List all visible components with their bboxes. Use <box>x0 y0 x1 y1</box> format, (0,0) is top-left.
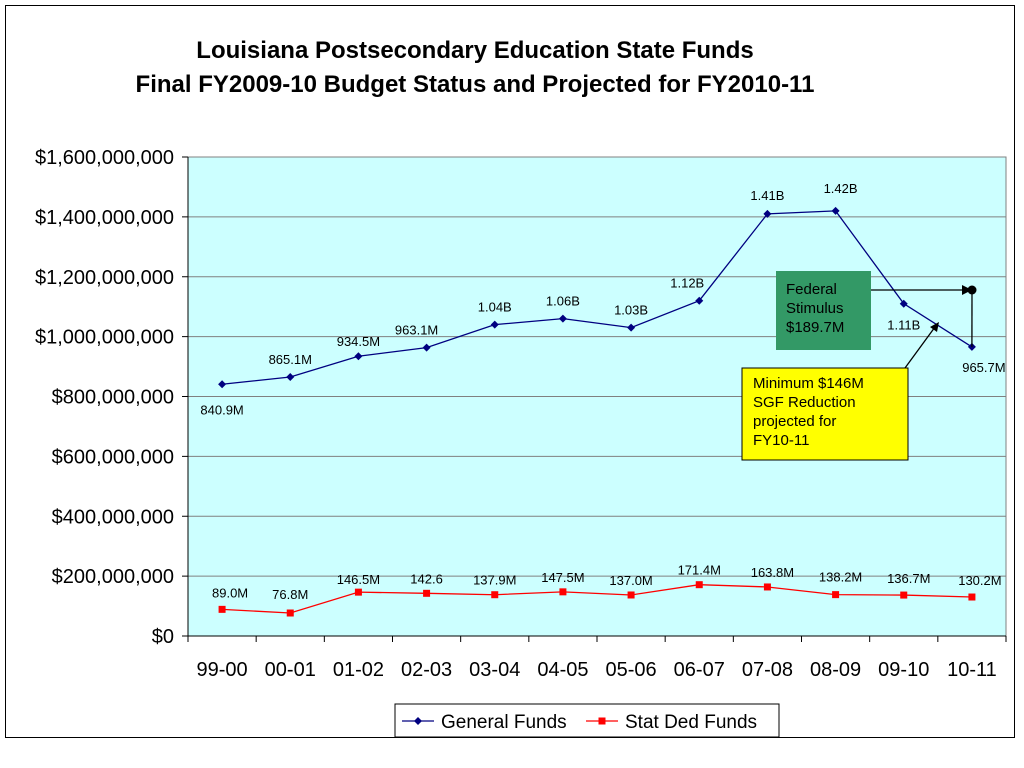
data-label: 142.6 <box>410 571 443 586</box>
data-point <box>695 296 704 305</box>
data-label: 163.8M <box>751 565 794 580</box>
data-label: 136.7M <box>887 571 930 586</box>
y-tick-label: $0 <box>152 626 174 648</box>
data-point <box>558 314 567 323</box>
x-tick-label: 01-02 <box>333 659 384 681</box>
callout-text: projected for <box>753 413 836 430</box>
data-label: 1.41B <box>750 188 784 203</box>
x-tick-label: 03-04 <box>469 659 520 681</box>
data-point <box>627 323 636 332</box>
data-label: 865.1M <box>269 352 312 367</box>
data-point <box>559 588 567 596</box>
x-tick-label: 08-09 <box>810 659 861 681</box>
legend-marker <box>414 717 422 725</box>
data-point <box>490 320 499 329</box>
data-point <box>354 352 363 361</box>
data-label: 137.9M <box>473 573 516 588</box>
y-tick-label: $200,000,000 <box>52 566 174 588</box>
data-label: 840.9M <box>200 402 243 417</box>
x-tick-label: 09-10 <box>878 659 929 681</box>
data-point <box>763 583 771 591</box>
chart-subtitle: Final FY2009-10 Budget Status and Projec… <box>136 71 815 98</box>
series-line-0 <box>222 210 973 385</box>
legend-marker <box>598 717 606 725</box>
reduction-arrow <box>904 326 936 369</box>
data-point <box>423 589 431 597</box>
data-point <box>832 591 840 599</box>
data-label: 1.42B <box>824 181 858 196</box>
data-point <box>354 588 362 596</box>
data-label: 1.03B <box>614 303 648 318</box>
data-label: 1.12B <box>670 276 704 291</box>
series-lines <box>218 206 976 617</box>
callout-text: $189.7M <box>786 319 844 336</box>
data-point <box>286 609 294 617</box>
y-tick-label: $1,000,000,000 <box>35 327 174 349</box>
axes: $0 $200,000,000 $400,000,000 $600,000,000 $8… <box>35 147 1007 681</box>
chart-title: Louisiana Postsecondary Education State … <box>196 37 753 64</box>
data-label: 130.2M <box>958 573 1001 588</box>
x-tick-label: 06-07 <box>674 659 725 681</box>
y-tick-label: $1,400,000,000 <box>35 207 174 229</box>
callout-text: SGF Reduction <box>753 394 856 411</box>
data-labels: 840.9M 865.1M 934.5M 963.1M 1.04B 1.06B 1.03B 1… <box>200 181 1005 602</box>
annotations: Federal Stimulus $189.7M Minimum $146M SGF R… <box>741 271 977 461</box>
arrow-head <box>962 285 972 295</box>
data-point <box>491 591 499 599</box>
data-point <box>899 299 908 308</box>
data-label: 138.2M <box>819 570 862 585</box>
y-tick-label: $1,600,000,000 <box>35 147 174 169</box>
arrow-head <box>930 322 939 332</box>
y-tick-label: $600,000,000 <box>52 446 174 468</box>
callout-text: Stimulus <box>786 300 844 317</box>
callout-text: FY10-11 <box>753 432 809 449</box>
series-line-1 <box>222 584 972 614</box>
x-tick-label: 04-05 <box>537 659 588 681</box>
data-point <box>831 206 840 215</box>
data-point <box>968 593 976 601</box>
data-label: 1.04B <box>478 300 512 315</box>
data-label: 89.0M <box>212 585 248 600</box>
x-tick-label: 00-01 <box>265 659 316 681</box>
data-point <box>627 591 635 599</box>
legend-label: General Funds <box>441 712 567 733</box>
data-point <box>286 373 295 382</box>
data-label: 147.5M <box>541 570 584 585</box>
data-point <box>218 380 227 389</box>
data-label: 1.11B <box>887 318 920 333</box>
data-point <box>763 209 772 218</box>
x-tick-label: 10-11 <box>947 659 997 681</box>
data-label: 934.5M <box>337 334 380 349</box>
data-point <box>695 581 703 589</box>
legend: General Funds Stat Ded Funds <box>394 703 780 738</box>
callout-box <box>741 367 909 461</box>
callout-box <box>776 271 871 350</box>
sgf-reduction-callout: Minimum $146M SGF Reduction projected for F… <box>741 367 909 461</box>
data-label: 963.1M <box>395 323 438 338</box>
y-tick-label: $400,000,000 <box>52 506 174 528</box>
data-label: 171.4M <box>678 563 721 578</box>
legend-label: Stat Ded Funds <box>625 712 757 733</box>
callout-text: Federal <box>786 281 837 298</box>
x-tick-label: 07-08 <box>742 659 793 681</box>
x-tick-label: 05-06 <box>606 659 657 681</box>
x-tick-label: 02-03 <box>401 659 452 681</box>
data-label: 965.7M <box>962 360 1005 375</box>
data-point <box>422 343 431 352</box>
data-label: 146.5M <box>337 572 380 587</box>
x-tick-label: 99-00 <box>197 659 248 681</box>
data-label: 76.8M <box>272 587 308 602</box>
federal-stimulus-callout: Federal Stimulus $189.7M <box>776 271 871 350</box>
data-label: 137.0M <box>609 573 652 588</box>
data-point <box>218 605 226 613</box>
data-label: 1.06B <box>546 294 580 309</box>
data-point <box>900 591 908 599</box>
y-tick-label: $1,200,000,000 <box>35 267 174 289</box>
y-tick-label: $800,000,000 <box>52 387 174 409</box>
callout-text: Minimum $146M <box>753 375 864 392</box>
